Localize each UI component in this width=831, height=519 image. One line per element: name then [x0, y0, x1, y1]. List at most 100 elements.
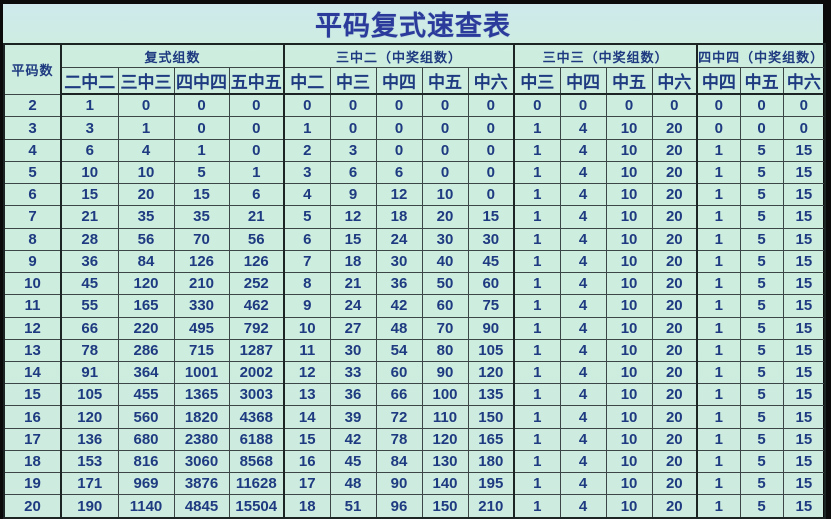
- data-cell: 72: [375, 405, 423, 429]
- data-cell: 4: [559, 494, 607, 519]
- data-cell: 20: [651, 116, 698, 140]
- data-cell: 30: [329, 338, 377, 363]
- table-row: 12 66 220 495 792 10 27 48 70 90 1 4 10 20 1 5 15: [3, 316, 826, 340]
- col-header: 中五: [605, 67, 653, 95]
- data-cell: 1140: [117, 494, 175, 519]
- data-cell: 680: [117, 427, 175, 451]
- data-cell: 20: [117, 183, 175, 207]
- data-cell: 15: [782, 316, 826, 340]
- data-cell: 15: [782, 249, 826, 274]
- data-cell: 5: [739, 316, 784, 340]
- data-cell: 1: [513, 449, 561, 474]
- data-cell: 1: [513, 316, 561, 340]
- page-title: 平码复式速查表: [315, 11, 511, 41]
- col-header: 五中五: [228, 67, 285, 95]
- data-cell: 96: [375, 494, 423, 519]
- data-cell: 15504: [228, 494, 285, 519]
- col-header: 中六: [651, 67, 698, 95]
- group-header-3of3: 三中三（中奖组数）: [513, 43, 698, 68]
- data-cell: 0: [421, 138, 469, 162]
- col-header: 二中二: [60, 67, 119, 95]
- data-cell: 136: [60, 427, 119, 451]
- row-number-cell: 16: [3, 405, 62, 429]
- data-cell: 17: [283, 472, 331, 496]
- table-row: 5 10 10 5 1 3 6 6 0 0 1 4 10 20 1 5 15: [3, 160, 826, 185]
- row-number-cell: 14: [3, 361, 62, 385]
- data-cell: 0: [696, 93, 741, 118]
- data-cell: 12: [329, 205, 377, 229]
- data-cell: 12: [375, 183, 423, 207]
- data-cell: 3: [60, 116, 119, 140]
- group-header-3of2: 三中二（中奖组数）: [283, 43, 515, 68]
- data-cell: 1: [696, 160, 741, 185]
- data-cell: 5: [739, 449, 784, 474]
- data-cell: 28: [60, 227, 119, 251]
- data-cell: 105: [60, 383, 119, 407]
- data-cell: 20: [651, 249, 698, 274]
- data-cell: 5: [739, 405, 784, 429]
- col-header: 中四: [375, 67, 423, 95]
- data-cell: 1: [513, 205, 561, 229]
- data-cell: 40: [421, 249, 469, 274]
- data-cell: 42: [375, 294, 423, 318]
- table-row: 8 28 56 70 56 6 15 24 30 30 1 4 10 20 1 5 15: [3, 227, 826, 251]
- row-number-cell: 18: [3, 449, 62, 474]
- table-row: 16 120 560 1820 4368 14 39 72 110 150 1 4 10 20 1 5 15: [3, 405, 826, 429]
- data-cell: 4: [559, 116, 607, 140]
- data-cell: 8: [283, 272, 331, 296]
- data-cell: 20: [651, 183, 698, 207]
- data-cell: 816: [117, 449, 175, 474]
- data-cell: 12: [283, 361, 331, 385]
- data-cell: 1287: [228, 338, 285, 363]
- data-cell: 10: [605, 183, 653, 207]
- data-cell: 1: [696, 338, 741, 363]
- row-number-cell: 13: [3, 338, 62, 363]
- data-cell: 45: [467, 249, 515, 274]
- table-row: 13 78 286 715 1287 11 30 54 80 105 1 4 10 20 1 5 15: [3, 338, 826, 363]
- data-cell: 51: [329, 494, 377, 519]
- data-cell: 5: [739, 249, 784, 274]
- data-cell: 20: [651, 338, 698, 363]
- data-cell: 126: [228, 249, 285, 274]
- data-cell: 20: [651, 427, 698, 451]
- data-cell: 4: [559, 361, 607, 385]
- data-cell: 9: [283, 294, 331, 318]
- data-cell: 180: [467, 449, 515, 474]
- data-cell: 21: [228, 205, 285, 229]
- data-cell: 60: [467, 272, 515, 296]
- data-cell: 4: [559, 227, 607, 251]
- data-cell: 10: [605, 227, 653, 251]
- data-cell: 10: [605, 494, 653, 519]
- data-cell: 48: [329, 472, 377, 496]
- data-cell: 10: [605, 116, 653, 140]
- data-cell: 3: [283, 160, 331, 185]
- table-row: 17 136 680 2380 6188 15 42 78 120 165 1 4 10 20 1 5 15: [3, 427, 826, 451]
- data-cell: 20: [651, 361, 698, 385]
- col-header: 三中三: [117, 67, 175, 95]
- col-header: 中二: [283, 67, 331, 95]
- data-cell: 45: [60, 272, 119, 296]
- group-header-row: 平码数 复式组数 三中二（中奖组数） 三中三（中奖组数） 四中四（中奖组数）: [3, 43, 826, 95]
- data-cell: 140: [421, 472, 469, 496]
- data-cell: 39: [329, 405, 377, 429]
- data-cell: 10: [421, 183, 469, 207]
- table-row: 3 3 1 0 0 1 0 0 0 0 1 4 10 20 0 0 0: [3, 116, 826, 140]
- title-bar: 平码复式速查表: [3, 4, 823, 43]
- row-number-cell: 20: [3, 494, 62, 519]
- data-cell: 2002: [228, 361, 285, 385]
- data-cell: 24: [375, 227, 423, 251]
- data-cell: 84: [375, 449, 423, 474]
- data-cell: 0: [329, 93, 377, 118]
- data-cell: 495: [173, 316, 230, 340]
- data-cell: 1: [60, 93, 119, 118]
- table-row: 15 105 455 1365 3003 13 36 66 100 135 1 4 10 20 1 5 15: [3, 383, 826, 407]
- data-cell: 4: [559, 138, 607, 162]
- data-cell: 1: [513, 116, 561, 140]
- data-cell: 120: [467, 361, 515, 385]
- data-cell: 0: [421, 93, 469, 118]
- data-cell: 0: [467, 93, 515, 118]
- col-header: 中六: [467, 67, 515, 95]
- data-cell: 16: [283, 449, 331, 474]
- data-cell: 10: [605, 160, 653, 185]
